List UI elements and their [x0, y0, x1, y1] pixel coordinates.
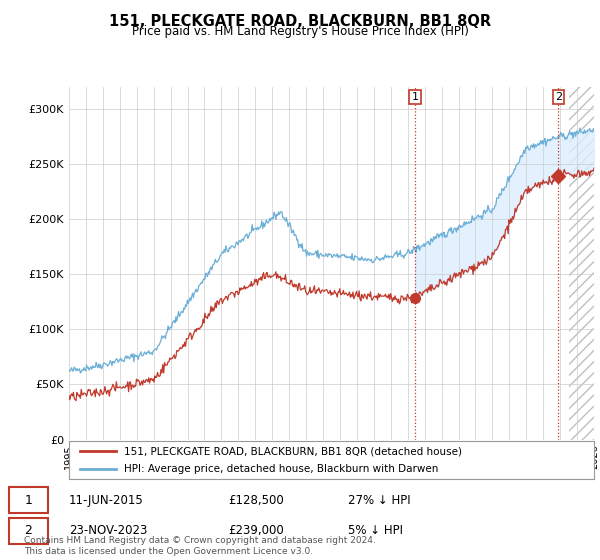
- Text: 27% ↓ HPI: 27% ↓ HPI: [348, 493, 410, 507]
- Text: Contains HM Land Registry data © Crown copyright and database right 2024.
This d: Contains HM Land Registry data © Crown c…: [24, 536, 376, 556]
- Text: 2: 2: [24, 524, 32, 538]
- Text: HPI: Average price, detached house, Blackburn with Darwen: HPI: Average price, detached house, Blac…: [124, 464, 439, 474]
- Text: Price paid vs. HM Land Registry's House Price Index (HPI): Price paid vs. HM Land Registry's House …: [131, 25, 469, 38]
- Text: £128,500: £128,500: [228, 493, 284, 507]
- Text: 1: 1: [412, 92, 419, 102]
- Text: 2: 2: [555, 92, 562, 102]
- Text: 23-NOV-2023: 23-NOV-2023: [69, 524, 148, 538]
- Text: 1: 1: [24, 493, 32, 507]
- Text: £239,000: £239,000: [228, 524, 284, 538]
- Text: 151, PLECKGATE ROAD, BLACKBURN, BB1 8QR: 151, PLECKGATE ROAD, BLACKBURN, BB1 8QR: [109, 14, 491, 29]
- Text: 11-JUN-2015: 11-JUN-2015: [69, 493, 144, 507]
- Text: 5% ↓ HPI: 5% ↓ HPI: [348, 524, 403, 538]
- Text: 151, PLECKGATE ROAD, BLACKBURN, BB1 8QR (detached house): 151, PLECKGATE ROAD, BLACKBURN, BB1 8QR …: [124, 446, 462, 456]
- Bar: [569, 87, 594, 440]
